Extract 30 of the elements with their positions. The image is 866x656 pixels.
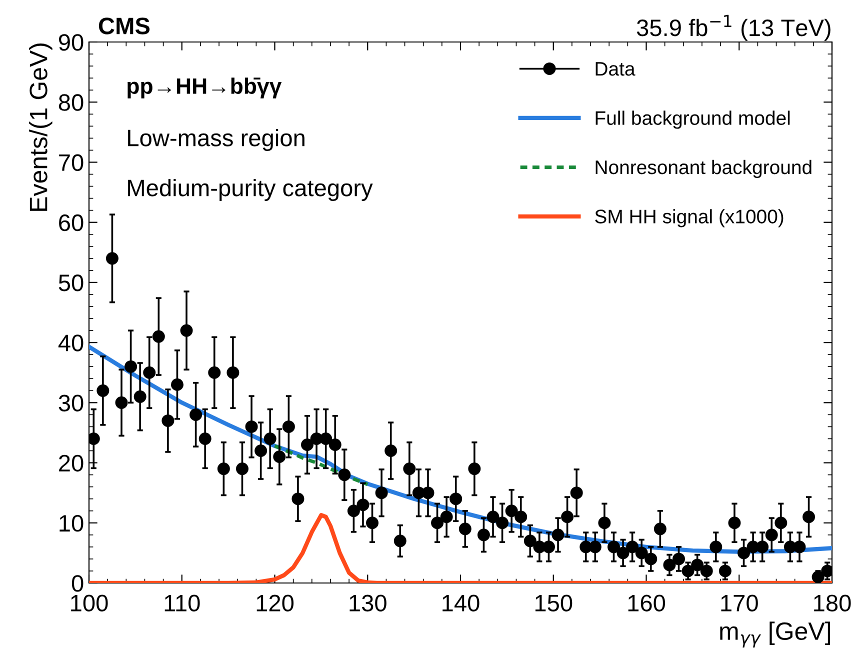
x-tick-label: 130 [350, 594, 386, 612]
chart-subtitle: 35.9 fb$^{−1}$ (13 TeV) [636, 14, 830, 41]
x-tick-label: 100 [71, 594, 108, 612]
annotation: Medium-purity category [128, 178, 373, 202]
x-tick-label: 150 [535, 594, 572, 612]
x-tick-label: 170 [721, 594, 758, 612]
x-tick-label: 120 [256, 594, 294, 612]
y-tick-label: 20 [59, 454, 84, 472]
y-tick-label: 70 [59, 154, 84, 172]
y-tick-label: 10 [60, 514, 84, 532]
x-tick-label: 160 [628, 594, 666, 612]
y-axis-title: Events/(1 GeV) [29, 44, 52, 211]
y-tick-label: 90 [58, 34, 84, 51]
x-tick-label: 110 [164, 594, 200, 612]
y-tick-label: 40 [58, 334, 84, 352]
x-tick-label: 180 [814, 594, 851, 612]
x-axis-title: m$_{γγ}$ [GeV] [720, 622, 830, 648]
legend-label: Full background model [596, 110, 790, 129]
y-tick-label: 50 [58, 274, 84, 292]
y-tick-label: 0 [72, 575, 84, 592]
legend-label: SM HH signal (x1000) [595, 209, 784, 228]
legend-label: Nonresonant background [596, 160, 812, 178]
chart-title: CMS [98, 18, 150, 34]
y-tick-label: 30 [58, 394, 84, 412]
legend-label: Data [596, 62, 636, 76]
annotation: Low-mass region [128, 128, 304, 152]
annotation: pp→HH→bb̄γγ [128, 78, 282, 98]
y-tick-label: 60 [59, 214, 84, 232]
x-tick-label: 140 [442, 594, 480, 612]
y-tick-label: 80 [58, 94, 84, 111]
